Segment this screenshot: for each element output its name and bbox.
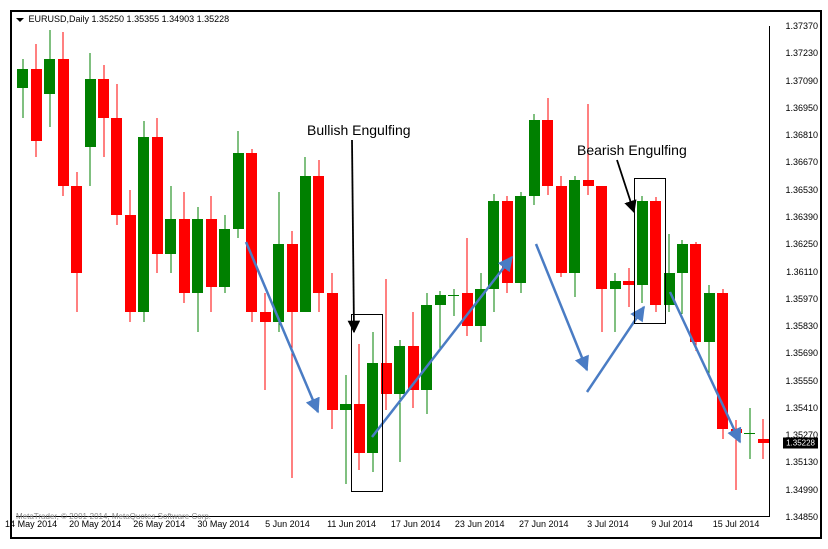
candle: [704, 26, 715, 517]
y-tick: 1.35550: [785, 376, 818, 386]
candle: [488, 26, 499, 517]
y-tick: 1.35130: [785, 457, 818, 467]
title-text: EURUSD,Daily 1.35250 1.35355 1.34903 1.3…: [29, 14, 230, 24]
x-tick: 11 Jun 2014: [327, 519, 376, 529]
candle: [502, 26, 513, 517]
y-tick: 1.37370: [785, 21, 818, 31]
candle: [758, 26, 769, 517]
x-tick: 3 Jul 2014: [587, 519, 629, 529]
current-price-tag: 1.35228: [783, 438, 818, 449]
candle: [287, 26, 298, 517]
candle: [85, 26, 96, 517]
bullish-box: [351, 314, 383, 492]
candle: [744, 26, 755, 517]
y-tick: 1.36530: [785, 185, 818, 195]
y-tick: 1.36110: [786, 267, 818, 277]
candle: [233, 26, 244, 517]
y-tick: 1.36250: [785, 239, 818, 249]
candle: [690, 26, 701, 517]
candle: [435, 26, 446, 517]
candle: [165, 26, 176, 517]
x-tick: 23 Jun 2014: [455, 519, 505, 529]
candle: [327, 26, 338, 517]
copyright-text: MetaTrader, © 2001-2014, MetaQuotes Soft…: [16, 512, 211, 521]
candle: [152, 26, 163, 517]
dropdown-icon: [16, 18, 24, 22]
candle: [300, 26, 311, 517]
candle: [717, 26, 728, 517]
candle: [31, 26, 42, 517]
candle: [71, 26, 82, 517]
candle: [515, 26, 526, 517]
candle: [542, 26, 553, 517]
y-tick: 1.34850: [785, 512, 818, 522]
y-tick: 1.37230: [785, 48, 818, 58]
candle: [462, 26, 473, 517]
x-tick: 5 Jun 2014: [265, 519, 310, 529]
bearish-label: Bearish Engulfing: [577, 142, 687, 158]
chart-title: EURUSD,Daily 1.35250 1.35355 1.34903 1.3…: [16, 14, 229, 24]
candle: [273, 26, 284, 517]
y-tick: 1.35410: [785, 403, 818, 413]
candle: [111, 26, 122, 517]
candle: [408, 26, 419, 517]
candle: [219, 26, 230, 517]
candle: [610, 26, 621, 517]
x-tick: 9 Jul 2014: [651, 519, 693, 529]
x-tick: 15 Jul 2014: [713, 519, 760, 529]
candle: [731, 26, 742, 517]
y-tick: 1.35830: [785, 321, 818, 331]
candle: [529, 26, 540, 517]
candlestick-chart: EURUSD,Daily 1.35250 1.35355 1.34903 1.3…: [10, 10, 822, 539]
candle: [17, 26, 28, 517]
y-tick: 1.36810: [785, 130, 818, 140]
candle: [206, 26, 217, 517]
y-tick: 1.36950: [785, 103, 818, 113]
candle: [623, 26, 634, 517]
candle: [421, 26, 432, 517]
y-tick: 1.35970: [785, 294, 818, 304]
bullish-label: Bullish Engulfing: [307, 122, 411, 138]
y-tick: 1.36390: [785, 212, 818, 222]
bearish-box: [634, 178, 666, 324]
candle: [340, 26, 351, 517]
y-tick: 1.35690: [785, 348, 818, 358]
candle: [596, 26, 607, 517]
candle: [125, 26, 136, 517]
candle: [246, 26, 257, 517]
y-tick: 1.34990: [785, 485, 818, 495]
y-tick: 1.37090: [785, 76, 818, 86]
candle: [313, 26, 324, 517]
candle: [44, 26, 55, 517]
candle: [179, 26, 190, 517]
candle: [556, 26, 567, 517]
candle: [192, 26, 203, 517]
candle: [98, 26, 109, 517]
candle: [569, 26, 580, 517]
y-tick: 1.36670: [785, 157, 818, 167]
candle: [677, 26, 688, 517]
candle: [138, 26, 149, 517]
candle: [475, 26, 486, 517]
x-tick: 27 Jun 2014: [519, 519, 569, 529]
y-axis: 1.373701.372301.370901.369501.368101.366…: [769, 26, 820, 517]
candle: [260, 26, 271, 517]
candle: [448, 26, 459, 517]
candle: [583, 26, 594, 517]
candle: [58, 26, 69, 517]
x-tick: 17 Jun 2014: [391, 519, 441, 529]
candle: [394, 26, 405, 517]
